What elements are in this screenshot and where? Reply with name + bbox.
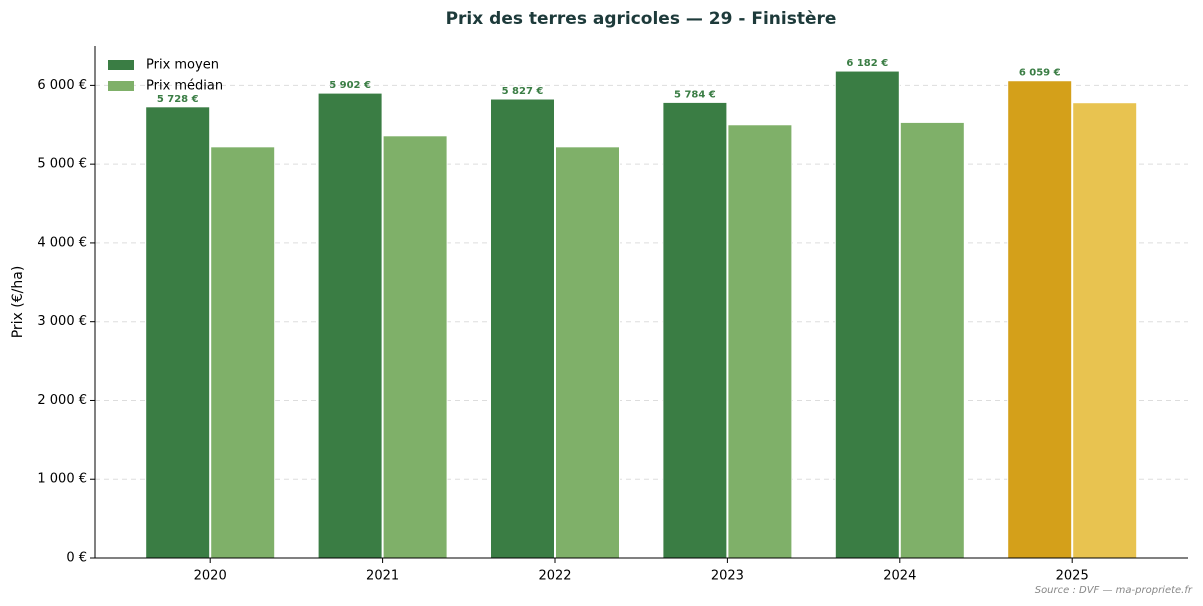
- x-tick-label: 2022: [538, 569, 571, 584]
- bar: [1072, 102, 1138, 559]
- value-label: 6 182 €: [846, 58, 888, 69]
- bar: [317, 92, 383, 559]
- legend-swatch: [108, 60, 134, 70]
- legend-label: Prix médian: [146, 79, 223, 94]
- bar: [382, 135, 448, 559]
- bar: [145, 106, 211, 559]
- x-tick-label: 2024: [883, 569, 916, 584]
- value-label: 6 059 €: [1019, 68, 1061, 79]
- x-tick-label: 2020: [194, 569, 227, 584]
- value-label: 5 728 €: [157, 94, 199, 105]
- bar: [210, 146, 276, 559]
- y-tick-label: 2 000 €: [37, 393, 87, 408]
- bar: [834, 70, 900, 559]
- y-tick-label: 4 000 €: [37, 235, 87, 250]
- bar: [555, 146, 620, 559]
- bar: [1007, 80, 1073, 559]
- chart-title: Prix des terres agricoles — 29 - Finistè…: [446, 9, 837, 29]
- y-tick-label: 6 000 €: [37, 78, 87, 93]
- bar: [727, 124, 793, 559]
- x-tick-label: 2023: [711, 569, 744, 584]
- y-tick-label: 0 €: [66, 551, 87, 566]
- source: Source : DVF — ma-propriete.fr: [1035, 585, 1193, 596]
- y-tick-label: 3 000 €: [37, 314, 87, 329]
- bar: [490, 98, 555, 559]
- legend-swatch: [108, 81, 134, 91]
- bar: [899, 121, 965, 559]
- legend-label: Prix moyen: [146, 58, 219, 73]
- x-tick-label: 2021: [366, 569, 399, 584]
- x-tick-label: 2025: [1056, 569, 1089, 584]
- y-tick-label: 5 000 €: [37, 157, 87, 172]
- value-label: 5 784 €: [674, 89, 716, 100]
- y-tick-label: 1 000 €: [37, 472, 87, 487]
- value-label: 5 902 €: [329, 80, 371, 91]
- y-axis-label: Prix (€/ha): [10, 266, 26, 339]
- bar: [662, 101, 728, 559]
- value-label: 5 827 €: [502, 86, 544, 97]
